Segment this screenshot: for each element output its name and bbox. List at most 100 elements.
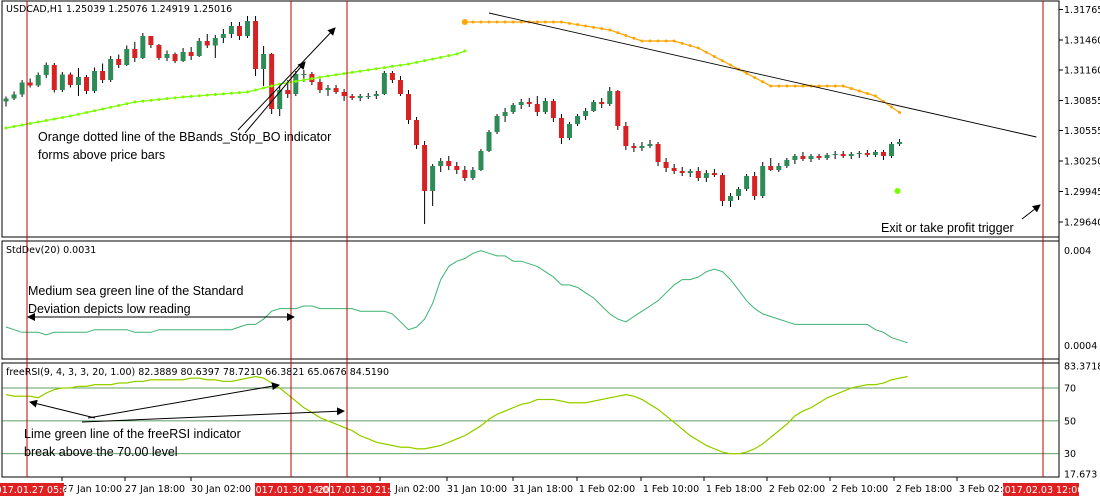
candle-body: [373, 94, 379, 96]
candle-body: [856, 153, 862, 154]
candle-body: [639, 146, 645, 148]
candle-body: [880, 152, 886, 156]
candle-body: [245, 21, 250, 36]
candle-body: [92, 71, 98, 91]
candle-body: [655, 144, 661, 162]
arrow-rsi-left: [29, 399, 96, 419]
stddev-title: StdDev(20) 0.0031: [6, 245, 96, 256]
candle-body: [848, 154, 854, 156]
candle-body: [494, 116, 500, 132]
candle-body: [784, 160, 790, 166]
exit-trigger-dot: [894, 188, 901, 194]
trend-line: [488, 12, 1037, 138]
candle-body: [11, 94, 17, 99]
candle-body: [19, 82, 25, 95]
arrow-to-stop-line: [237, 27, 336, 131]
candle-body: [277, 90, 283, 109]
candle-body: [365, 96, 371, 97]
time-tick-label: 31 Jan 18:00: [513, 484, 573, 495]
rsi-tick-label: 50: [1064, 416, 1076, 427]
candle-body: [43, 65, 49, 75]
candle-body: [446, 161, 452, 166]
candle-body: [148, 36, 154, 45]
candle-body: [27, 82, 33, 86]
candle-body: [518, 102, 524, 105]
candle-body: [196, 41, 202, 56]
price-tick-label: 1.29640: [1064, 218, 1100, 229]
time-tick-label: 27 Jan 18:00: [125, 484, 185, 495]
candle-body: [341, 92, 347, 96]
candle-body: [728, 196, 733, 201]
candle-body: [454, 166, 460, 170]
candle-body: [164, 54, 170, 58]
price-tick-label: 1.31160: [1064, 66, 1100, 77]
candle-body: [840, 154, 846, 156]
time-tick-label: 31 Jan 02:00: [380, 484, 440, 495]
candle-body: [462, 170, 468, 178]
candle-body: [872, 152, 878, 155]
candle-body: [124, 49, 130, 65]
stop-line-start-dot: [461, 19, 468, 25]
candle-body: [59, 74, 65, 90]
candle-body: [736, 189, 742, 196]
candle-body: [550, 101, 556, 118]
highlighted-time-label: 2017.02.03 12:00: [999, 485, 1084, 496]
candle-body: [558, 118, 564, 138]
stddev-line: [5, 250, 908, 344]
candle-body: [67, 74, 73, 85]
candle-body: [719, 175, 725, 201]
candle-body: [808, 156, 814, 159]
candle-body: [381, 73, 387, 94]
candle-body: [470, 170, 476, 178]
candle-body: [140, 36, 146, 58]
candle-body: [228, 26, 234, 34]
candle-body: [261, 54, 267, 69]
price-tick-label: 1.31765: [1064, 5, 1100, 16]
rsi-tick-label: 70: [1064, 383, 1076, 394]
annotation-orange-line-2: forms above price bars: [38, 148, 165, 162]
time-tick-label: 1 Feb 10:00: [643, 484, 699, 495]
time-tick-label: 2 Feb 02:00: [769, 484, 825, 495]
arrow-rsi-right: [81, 407, 345, 423]
candle-body: [301, 74, 307, 75]
candle-body: [3, 98, 9, 102]
candle-body: [325, 88, 331, 90]
highlighted-time-box: [255, 483, 329, 496]
candle-body: [526, 102, 532, 104]
candle-body: [132, 49, 138, 58]
candle-body: [575, 116, 581, 124]
candle-body: [816, 156, 822, 158]
candle-body: [204, 41, 210, 46]
candle-body: [51, 65, 57, 90]
rsi-tick-label: 83.3718: [1064, 362, 1100, 373]
candle-body: [285, 90, 291, 94]
candle-body: [236, 26, 242, 36]
annotation-stddev-1: Medium sea green line of the Standard: [28, 284, 243, 298]
highlighted-time-box: [330, 483, 390, 496]
price-chart-title: USDCAD,H1 1.25039 1.25076 1.24919 1.2501…: [6, 4, 232, 15]
bbands-green-line: [5, 50, 466, 129]
candle-body: [172, 54, 178, 61]
candle-body: [253, 21, 259, 69]
candle-body: [631, 146, 637, 148]
rsi-panel-frame: [1, 362, 1060, 478]
price-tick-label: 1.30855: [1064, 96, 1100, 107]
candle-body: [583, 111, 589, 116]
annotation-rsi-1: Lime green line of the freeRSI indicator: [24, 427, 241, 441]
candle-body: [711, 173, 717, 175]
candle-body: [397, 80, 403, 94]
time-tick-label: 30 Jan 02:00: [191, 484, 251, 495]
candle-body: [695, 171, 701, 178]
candle-body: [671, 168, 677, 171]
highlighted-time-label: 2017.01.30 21:00: [318, 485, 403, 496]
time-tick-label: 31 Jan 10:00: [447, 484, 507, 495]
rsi-tick-label: 17.673: [1064, 470, 1097, 481]
candle-body: [768, 166, 774, 170]
arrow-rsi-mid: [87, 382, 280, 419]
candle-body: [663, 162, 669, 168]
annotation-orange-line-1: Orange dotted line of the BBands_Stop_BO…: [38, 130, 331, 144]
candle-body: [269, 54, 275, 109]
candle-body: [100, 71, 106, 80]
candle-body: [864, 153, 870, 155]
